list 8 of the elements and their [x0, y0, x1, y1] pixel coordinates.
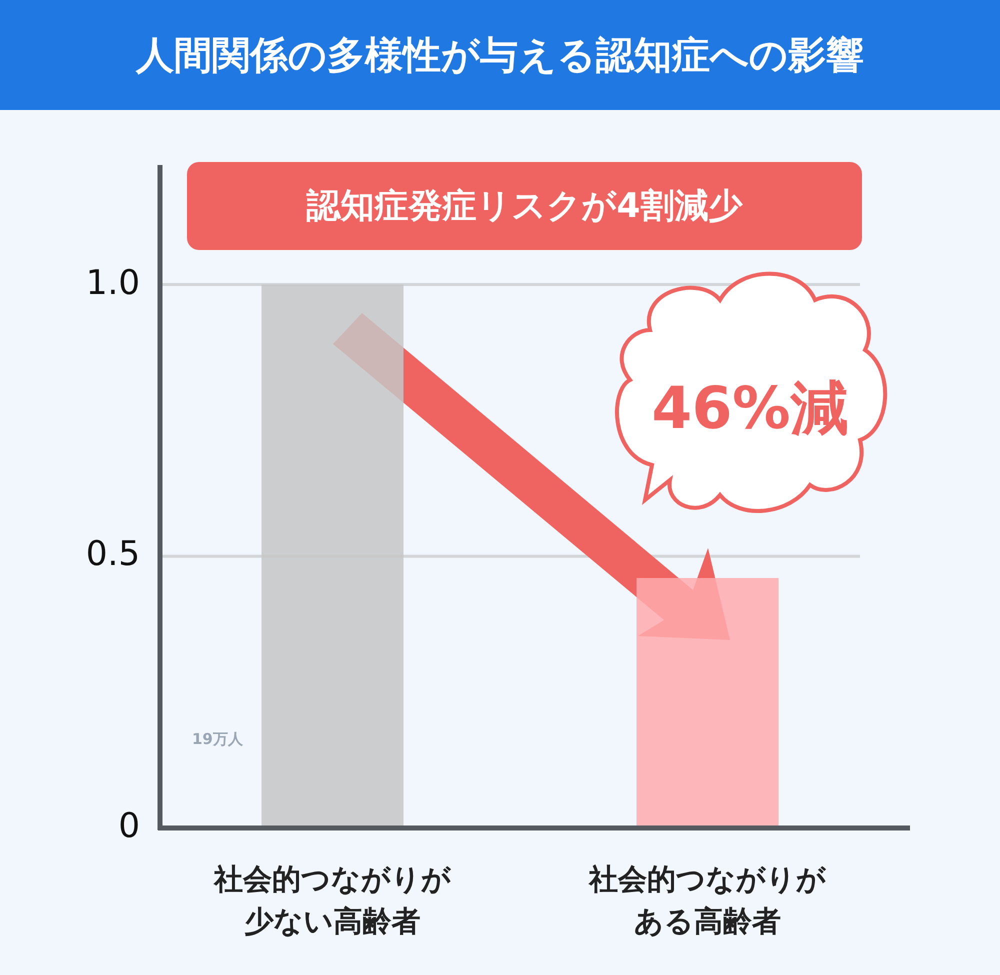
- x-tick-label: 社会的つながりが少ない高齢者: [212, 861, 452, 940]
- x-tick-label: 社会的つながりがある高齢者: [588, 861, 827, 940]
- annotation: 46%減: [650, 373, 850, 444]
- y-tick-label: 0.5: [84, 534, 140, 574]
- y-tick-label: 1.0: [84, 262, 140, 303]
- y-tick-label: 0: [117, 806, 140, 846]
- annotation: 19万人: [192, 730, 243, 749]
- chart-title: 人間関係の多様性が与える認知症への影響: [0, 0, 1000, 110]
